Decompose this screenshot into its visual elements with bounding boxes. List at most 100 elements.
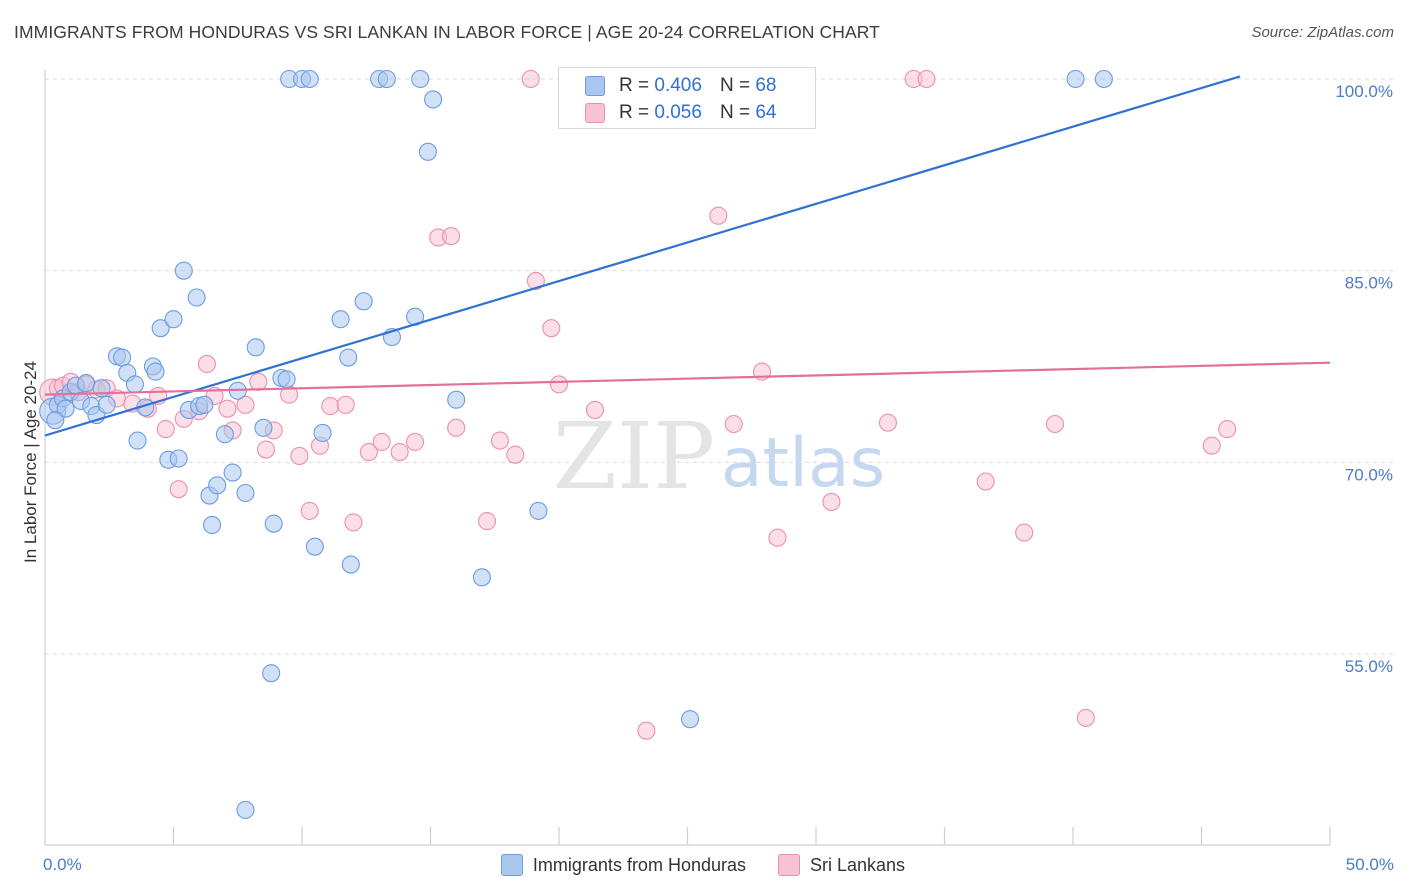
legend-n-value: 68 [755, 75, 777, 96]
legend-row-honduras: R = 0.406 N = 68 [585, 73, 776, 99]
sri-lankan-point [822, 492, 841, 511]
sri-lankan-point [156, 420, 175, 439]
x-tick-label: 0.0% [43, 855, 82, 874]
honduras-point [277, 370, 296, 389]
sri-lankan-point [300, 501, 319, 520]
honduras-point [56, 399, 75, 418]
sri-lankan-point [290, 446, 309, 465]
honduras-point [264, 514, 283, 533]
legend-n-label: N = [719, 75, 751, 96]
honduras-point [215, 425, 234, 444]
honduras-point [223, 463, 242, 482]
sri-lankan-point [724, 414, 743, 434]
legend-n-value: 64 [755, 102, 777, 123]
x-tick-label: 50.0% [1346, 855, 1394, 874]
legend-item-honduras[interactable]: Immigrants from Honduras [500, 854, 746, 876]
sri-lankan-point [542, 319, 561, 338]
sri-lankan-point [917, 69, 936, 89]
sri-lankan-point [447, 418, 466, 437]
sri-lankan-point [637, 721, 656, 740]
legend-swatch-blue [585, 76, 605, 96]
honduras-point [146, 362, 165, 381]
legend-label: Immigrants from Honduras [532, 854, 746, 875]
legend-r-value: 0.406 [654, 75, 702, 96]
sri-lankan-point [1045, 414, 1065, 434]
sri-lankan-point [1202, 436, 1221, 455]
axes [44, 70, 1331, 846]
sri-lankan-point [442, 227, 461, 246]
honduras-point [300, 69, 319, 89]
legend-swatch-pink [778, 854, 800, 876]
sri-lankan-point [768, 528, 787, 547]
honduras-point [339, 348, 358, 367]
honduras-point [97, 395, 116, 414]
honduras-point [1066, 69, 1085, 89]
honduras-point [418, 142, 437, 161]
honduras-point [262, 664, 281, 683]
honduras-point [472, 568, 491, 587]
honduras-point [208, 476, 227, 495]
sri-lankan-point [256, 440, 276, 459]
tick-labels: 100.0% 85.0% 70.0% 55.0% 0.0% 50.0% [43, 82, 1394, 874]
sri-lankan-point [526, 271, 545, 290]
y-tick-label: 100.0% [1335, 82, 1393, 101]
sri-lankan-point [344, 513, 363, 532]
trend-lines [44, 75, 1331, 437]
honduras-point [681, 710, 700, 729]
honduras-point [236, 483, 255, 503]
sri-lankan-point [321, 397, 340, 416]
sri-lankan-point [390, 443, 409, 462]
sri-lankan-point [249, 372, 268, 391]
honduras-point [529, 501, 548, 520]
sri-lankan-point [169, 480, 188, 499]
honduras-point [246, 338, 265, 357]
sri-lankan-point [1015, 523, 1034, 542]
legend-r-label: R = [619, 75, 650, 96]
honduras-point [305, 537, 324, 556]
honduras-point [313, 423, 332, 442]
honduras-trend-line [44, 75, 1241, 437]
sri-lankan-point [359, 443, 378, 462]
honduras-point [377, 69, 396, 89]
honduras-point [424, 90, 443, 109]
sri-lankan-point [1218, 420, 1237, 439]
sri-lankan-point [506, 445, 525, 464]
legend-row-sri-lankans: R = 0.056 N = 64 [585, 100, 776, 126]
sri-lankan-point [336, 395, 355, 414]
honduras-point [331, 310, 350, 329]
legend-swatch-blue [500, 854, 523, 876]
y-tick-label: 85.0% [1345, 274, 1393, 293]
honduras-point [125, 375, 144, 394]
honduras-point [354, 292, 373, 311]
legend-n-label: N = [719, 102, 751, 123]
legend-swatch-pink [585, 103, 605, 123]
legend-item-sri-lankans[interactable]: Sri Lankans [778, 854, 905, 876]
sri-lankan-point [878, 413, 898, 432]
honduras-point [128, 431, 147, 450]
honduras-point [203, 515, 222, 534]
legend-r-label: R = [619, 102, 650, 123]
sri-lankan-point [477, 512, 497, 531]
sri-lankan-point [236, 395, 255, 414]
honduras-point [164, 310, 183, 329]
honduras-point [77, 374, 96, 393]
legend-r-value: 0.056 [654, 102, 702, 123]
honduras-point [174, 261, 193, 280]
sri-lankan-point [976, 472, 995, 491]
sri-lankan-point [197, 354, 216, 373]
watermark: ZIP atlas [553, 403, 885, 510]
honduras-point [187, 288, 206, 307]
honduras-point [169, 449, 188, 468]
y-tick-label: 55.0% [1345, 657, 1393, 676]
correlation-legend: R = 0.406 N = 68 R = 0.056 N = 64 [558, 67, 816, 129]
honduras-point [341, 555, 360, 574]
watermark-zip: ZIP [553, 403, 715, 510]
honduras-point [236, 800, 255, 819]
honduras-point [1094, 69, 1113, 89]
sri-lankan-point [585, 400, 605, 419]
series-legend: Immigrants from Honduras Sri Lankans [0, 852, 1406, 878]
sri-lankan-trend-line [44, 361, 1331, 396]
honduras-point [151, 319, 170, 338]
sri-lankan-point [406, 432, 425, 451]
